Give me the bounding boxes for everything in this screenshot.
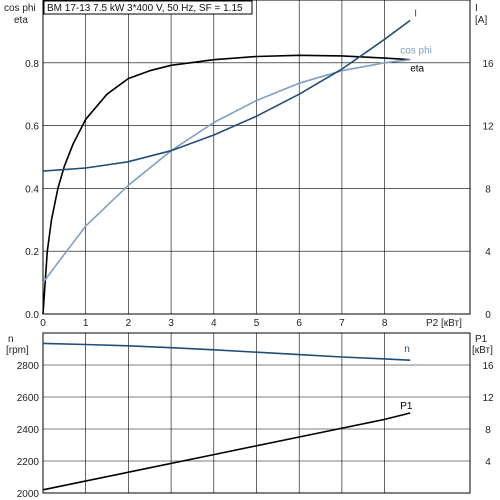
bottom-right-axis-label-line1: P1 — [475, 334, 488, 345]
bottom-left-tick-label: 2800 — [17, 361, 40, 372]
top-left-tick-label: 0.4 — [25, 184, 39, 195]
bottom-left-tick-label: 2400 — [17, 425, 40, 436]
bottom-series-P1-line — [42, 412, 411, 491]
x-tick-label: 0 — [40, 318, 46, 329]
top-grid — [42, 0, 470, 314]
x-tick-label: 8 — [382, 318, 388, 329]
top-right-axis-label-line1: I — [475, 3, 478, 14]
bottom-left-tick-label: 2200 — [17, 457, 40, 468]
bottom-right-tick-label: 4 — [485, 457, 491, 468]
top-left-tick-label: 0.8 — [25, 59, 39, 70]
x-tick-label: 1 — [83, 318, 89, 329]
x-tick-label: 7 — [339, 318, 345, 329]
bottom-right-tick-label: 12 — [482, 393, 494, 404]
bottom-series-n-line — [42, 342, 411, 361]
bottom-ticks: 2000 2200 2400 2600 2800 4 8 12 16 — [17, 361, 494, 500]
bottom-left-axis-label-line1: n — [8, 334, 14, 345]
top-right-tick-label: 4 — [485, 247, 491, 258]
bottom-right-tick-label: 16 — [482, 361, 494, 372]
bottom-right-tick-label: 8 — [485, 425, 491, 436]
bottom-left-tick-label: 2000 — [17, 489, 40, 500]
title-box — [43, 0, 253, 15]
bottom-series-label: n — [404, 344, 410, 355]
bottom-left-tick-label: 2600 — [17, 393, 40, 404]
x-tick-label: 6 — [296, 318, 302, 329]
top-left-tick-label: 0.0 — [25, 310, 39, 321]
bottom-right-axis-label-line2: [кВт] — [472, 345, 493, 356]
top-series: eta cos phi I — [42, 8, 432, 315]
bottom-left-axis-label-line2: [rpm] — [6, 345, 29, 356]
top-left-tick-label: 0.2 — [25, 247, 39, 258]
bottom-series: n P1 — [42, 342, 413, 491]
top-series-I-line — [42, 19, 411, 172]
top-right-tick-label: 0 — [485, 310, 491, 321]
top-left-axis-label-line2: eta — [14, 15, 28, 26]
top-series-cos-phi-line — [42, 58, 411, 284]
bottom-grid — [42, 333, 470, 493]
x-axis-label: P2 [кВт] — [426, 318, 462, 329]
bottom-panel: n P1 2000 2200 2400 2600 2800 4 8 12 16 — [17, 332, 494, 500]
top-series-label: eta — [410, 64, 424, 75]
top-right-tick-label: 8 — [485, 184, 491, 195]
top-right-axis-label-line2: [A] — [475, 15, 487, 26]
x-tick-label: 2 — [126, 318, 132, 329]
top-series-label: cos phi — [400, 46, 432, 57]
top-left-axis-label-line1: cos phi — [4, 3, 36, 14]
x-tick-label: 5 — [254, 318, 260, 329]
bottom-series-label: P1 — [400, 401, 413, 412]
chart-title: BM 17-13 7.5 kW 3*400 V, 50 Hz, SF = 1.1… — [47, 3, 243, 14]
x-tick-label: 4 — [211, 318, 217, 329]
top-right-tick-label: 16 — [482, 59, 494, 70]
top-series-label: I — [414, 8, 417, 19]
x-tick-label: 3 — [168, 318, 174, 329]
top-left-tick-label: 0.6 — [25, 122, 39, 133]
top-series-eta-line — [42, 54, 411, 315]
top-right-tick-label: 12 — [482, 122, 494, 133]
